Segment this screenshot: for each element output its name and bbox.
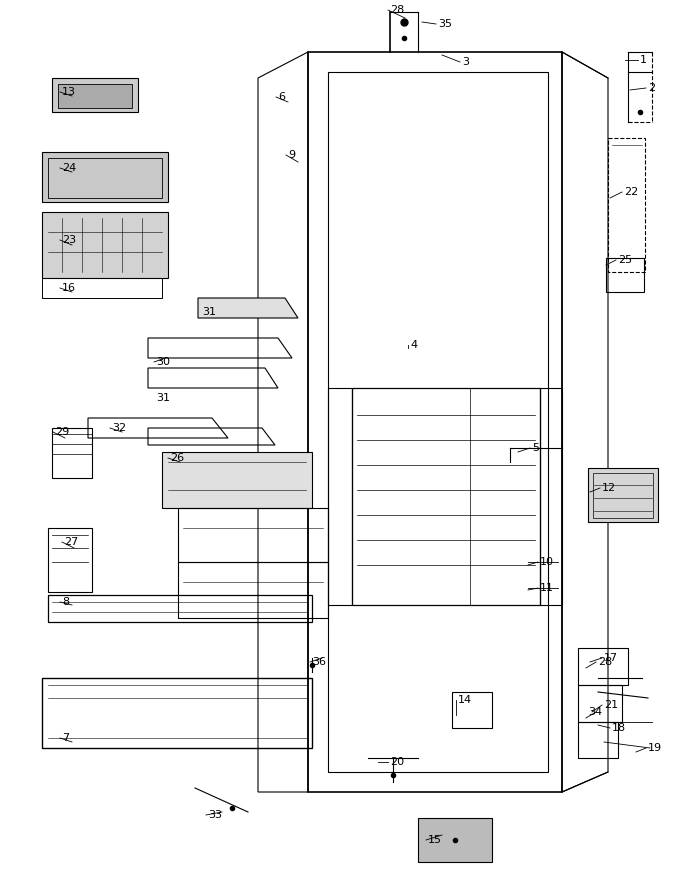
- Text: 18: 18: [612, 723, 626, 733]
- Text: 31: 31: [202, 307, 216, 317]
- Text: 28: 28: [598, 657, 612, 667]
- Polygon shape: [42, 152, 168, 202]
- Text: 21: 21: [604, 700, 618, 710]
- Text: 33: 33: [208, 810, 222, 820]
- Text: 3: 3: [462, 57, 469, 67]
- Text: 4: 4: [410, 340, 417, 350]
- Polygon shape: [162, 452, 312, 508]
- Text: 25: 25: [618, 255, 632, 265]
- Text: 5: 5: [532, 443, 539, 453]
- Text: 34: 34: [588, 707, 602, 717]
- Text: 36: 36: [312, 657, 326, 667]
- Text: 30: 30: [156, 357, 170, 367]
- Text: 16: 16: [62, 283, 76, 293]
- Polygon shape: [42, 212, 168, 278]
- Text: 9: 9: [288, 150, 295, 160]
- Text: 15: 15: [428, 835, 442, 845]
- Text: 27: 27: [64, 537, 78, 547]
- Polygon shape: [588, 468, 658, 522]
- Text: 26: 26: [170, 453, 184, 463]
- Text: 14: 14: [458, 695, 472, 705]
- Text: 35: 35: [438, 19, 452, 29]
- Text: 22: 22: [624, 187, 639, 197]
- Text: 12: 12: [602, 483, 616, 493]
- Text: 23: 23: [62, 235, 76, 245]
- Text: 6: 6: [278, 92, 285, 102]
- Text: 19: 19: [648, 743, 662, 753]
- Text: 24: 24: [62, 163, 76, 173]
- Polygon shape: [58, 84, 132, 108]
- Text: 1: 1: [640, 55, 647, 65]
- Text: 17: 17: [604, 653, 618, 663]
- Text: 2: 2: [648, 83, 655, 93]
- Text: 10: 10: [540, 557, 554, 567]
- Text: 28: 28: [390, 5, 404, 15]
- Text: 11: 11: [540, 583, 554, 593]
- Text: 20: 20: [390, 757, 404, 767]
- Polygon shape: [198, 298, 298, 318]
- Text: 13: 13: [62, 87, 76, 97]
- Text: 31: 31: [156, 393, 170, 403]
- Text: 29: 29: [55, 427, 69, 437]
- Polygon shape: [418, 818, 492, 862]
- Text: 32: 32: [112, 423, 126, 433]
- Text: 7: 7: [62, 733, 69, 743]
- Text: 8: 8: [62, 597, 69, 607]
- Polygon shape: [52, 78, 138, 112]
